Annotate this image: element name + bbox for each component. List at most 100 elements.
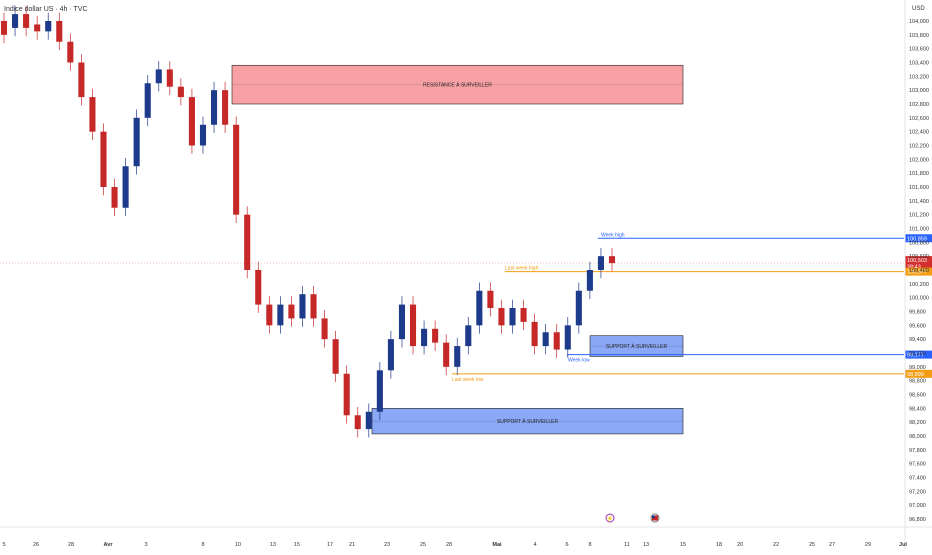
- y-tick-label: 97,000: [909, 503, 926, 509]
- y-tick-label: 97,200: [909, 489, 926, 495]
- candle-body: [586, 270, 593, 291]
- candles: [0, 5, 616, 438]
- y-tick-label: 100,600: [909, 254, 929, 260]
- candle-body: [498, 308, 505, 326]
- countdown-value: 28:43: [907, 265, 921, 271]
- x-tick-label: Avr: [104, 542, 114, 548]
- x-tick-label: 15: [294, 542, 300, 548]
- current-price-tag-bg: [905, 256, 932, 271]
- candle-body: [56, 21, 63, 42]
- x-tick-label: 5: [2, 542, 5, 548]
- zones: RESISTANCE À SURVEILLER SUPPORT À SURVEIL…: [231, 64, 684, 435]
- level-tag: 99,177: [907, 353, 924, 359]
- candle-body: [542, 332, 549, 347]
- candle-body: [0, 21, 8, 35]
- event-icons: ⚡: [605, 513, 660, 523]
- y-tick-label: 98,000: [909, 434, 926, 440]
- level-label: Last week high: [505, 266, 539, 272]
- x-tick-label: 17: [327, 542, 333, 548]
- candle-body: [78, 62, 85, 98]
- candle-body: [166, 69, 173, 87]
- x-tick-label: 10: [235, 542, 241, 548]
- x-tick-label: 13: [643, 542, 649, 548]
- y-tick-label: 104,000: [909, 19, 929, 25]
- candle-body: [122, 166, 129, 208]
- x-tick-label: 6: [565, 542, 568, 548]
- flash-glyph: ⚡: [606, 515, 613, 523]
- x-tick-label: 4: [533, 542, 536, 548]
- x-tick-label: 8: [201, 542, 204, 548]
- candle-body: [432, 328, 439, 343]
- zone-label: SUPPORT À SURVEILLER: [606, 343, 668, 350]
- y-tick-label: 100,400: [909, 268, 929, 274]
- y-tick-label: 97,400: [909, 476, 926, 482]
- candle-body: [321, 318, 328, 340]
- candle-body: [575, 290, 582, 326]
- x-tick-label: 11: [624, 542, 630, 548]
- candle-body: [365, 411, 372, 430]
- candle-body: [476, 290, 483, 326]
- candle-body: [266, 304, 273, 326]
- x-tick-label: Jul: [899, 542, 907, 548]
- y-tick-label: 103,200: [909, 74, 929, 80]
- candle-body: [421, 328, 428, 347]
- zone-label: RESISTANCE À SURVEILLER: [423, 82, 492, 89]
- y-tick-label: 101,800: [909, 171, 929, 177]
- x-tick-label: Mai: [492, 542, 502, 548]
- candle-body: [332, 339, 339, 374]
- y-tick-label: 102,600: [909, 116, 929, 122]
- currency-label: USD: [912, 6, 925, 12]
- x-tick-label: 26: [33, 542, 39, 548]
- us-flag-canton: [652, 515, 655, 518]
- y-tick-label: 98,400: [909, 406, 926, 412]
- current-price-value: 100,503: [907, 258, 927, 264]
- candle-body: [531, 321, 538, 347]
- candle-body: [155, 69, 162, 84]
- candle-body: [244, 214, 251, 270]
- level-tag-bg: [905, 234, 932, 243]
- y-tick-label: 99,000: [909, 365, 926, 371]
- candle-body: [233, 124, 240, 215]
- candle-body: [465, 325, 472, 347]
- flash-event-icon[interactable]: [605, 513, 615, 523]
- level-label: Last week low: [452, 377, 484, 383]
- candle-body: [34, 24, 41, 32]
- candle-body: [398, 304, 406, 340]
- y-tick-label: 100,800: [909, 240, 929, 246]
- y-tick-label: 102,000: [909, 157, 929, 163]
- level-label: Week high: [601, 232, 625, 238]
- candle-body: [354, 415, 361, 430]
- y-tick-label: 103,600: [909, 47, 929, 53]
- x-tick-label: 13: [270, 542, 276, 548]
- level-tag-bg: [905, 267, 932, 276]
- candle-body: [222, 90, 229, 125]
- candle-body: [255, 270, 262, 305]
- candle-body: [487, 290, 494, 309]
- x-tick-label: 15: [680, 542, 686, 548]
- candle-body: [177, 86, 184, 98]
- y-tick-label: 103,800: [909, 33, 929, 39]
- x-tick-label: 21: [349, 542, 355, 548]
- candle-body: [376, 370, 383, 412]
- x-tick-label: 29: [865, 542, 871, 548]
- candle-body: [144, 83, 151, 118]
- y-tick-label: 103,400: [909, 61, 929, 67]
- candle-body: [343, 373, 350, 416]
- y-tick-label: 101,600: [909, 185, 929, 191]
- y-tick-label: 99,800: [909, 310, 926, 316]
- y-tick-label: 99,200: [909, 351, 926, 357]
- candle-body: [199, 124, 207, 146]
- level-tag-bg: [905, 350, 932, 359]
- level-tag: 100,377: [907, 270, 927, 276]
- x-tick-label: 25: [809, 542, 815, 548]
- y-tick-label: 101,200: [909, 213, 929, 219]
- candle-body: [23, 14, 30, 28]
- y-tick-label: 98,600: [909, 393, 926, 399]
- x-tick-label: 28: [68, 542, 74, 548]
- candle-body: [288, 304, 295, 319]
- candle-body: [608, 256, 616, 264]
- x-tick-label: 3: [144, 542, 147, 548]
